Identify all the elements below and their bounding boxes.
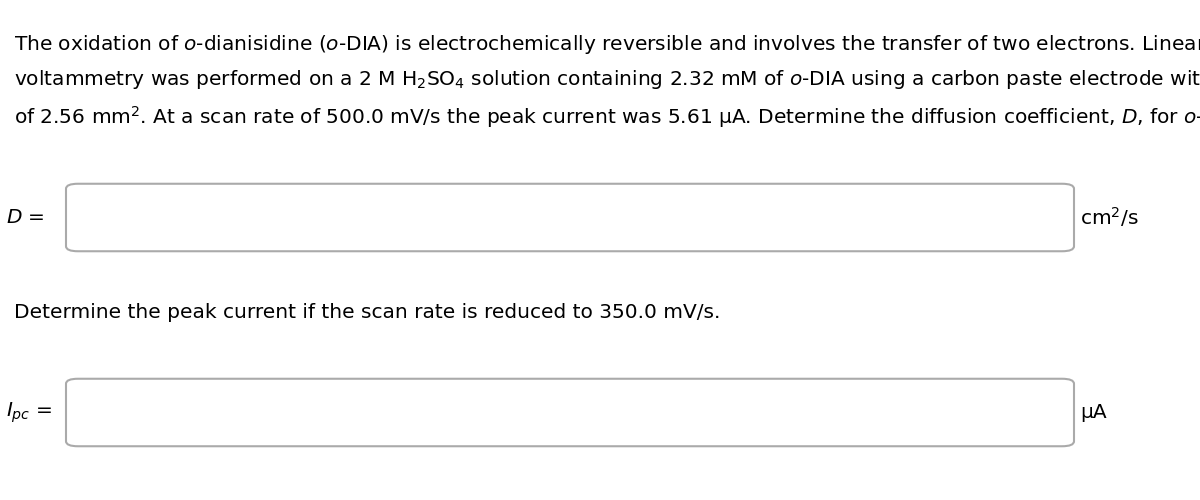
- Text: cm$^2$/s: cm$^2$/s: [1080, 206, 1139, 230]
- Text: Determine the peak current if the scan rate is reduced to 350.0 mV/s.: Determine the peak current if the scan r…: [14, 302, 721, 322]
- Text: μA: μA: [1080, 403, 1106, 422]
- Text: The oxidation of $\mathit{o}$-dianisidine ($\mathit{o}$-DIA) is electrochemicall: The oxidation of $\mathit{o}$-dianisidin…: [14, 32, 1200, 56]
- Text: $\mathit{I}_{pc}$ =: $\mathit{I}_{pc}$ =: [6, 400, 53, 425]
- Text: voltammetry was performed on a 2 M H$_2$SO$_4$ solution containing 2.32 mM of $\: voltammetry was performed on a 2 M H$_2$…: [14, 68, 1200, 92]
- FancyBboxPatch shape: [66, 379, 1074, 446]
- Text: $D$ =: $D$ =: [6, 208, 44, 227]
- FancyBboxPatch shape: [66, 184, 1074, 252]
- Text: of 2.56 mm$^2$. At a scan rate of 500.0 mV/s the peak current was 5.61 μA. Deter: of 2.56 mm$^2$. At a scan rate of 500.0 …: [14, 104, 1200, 130]
